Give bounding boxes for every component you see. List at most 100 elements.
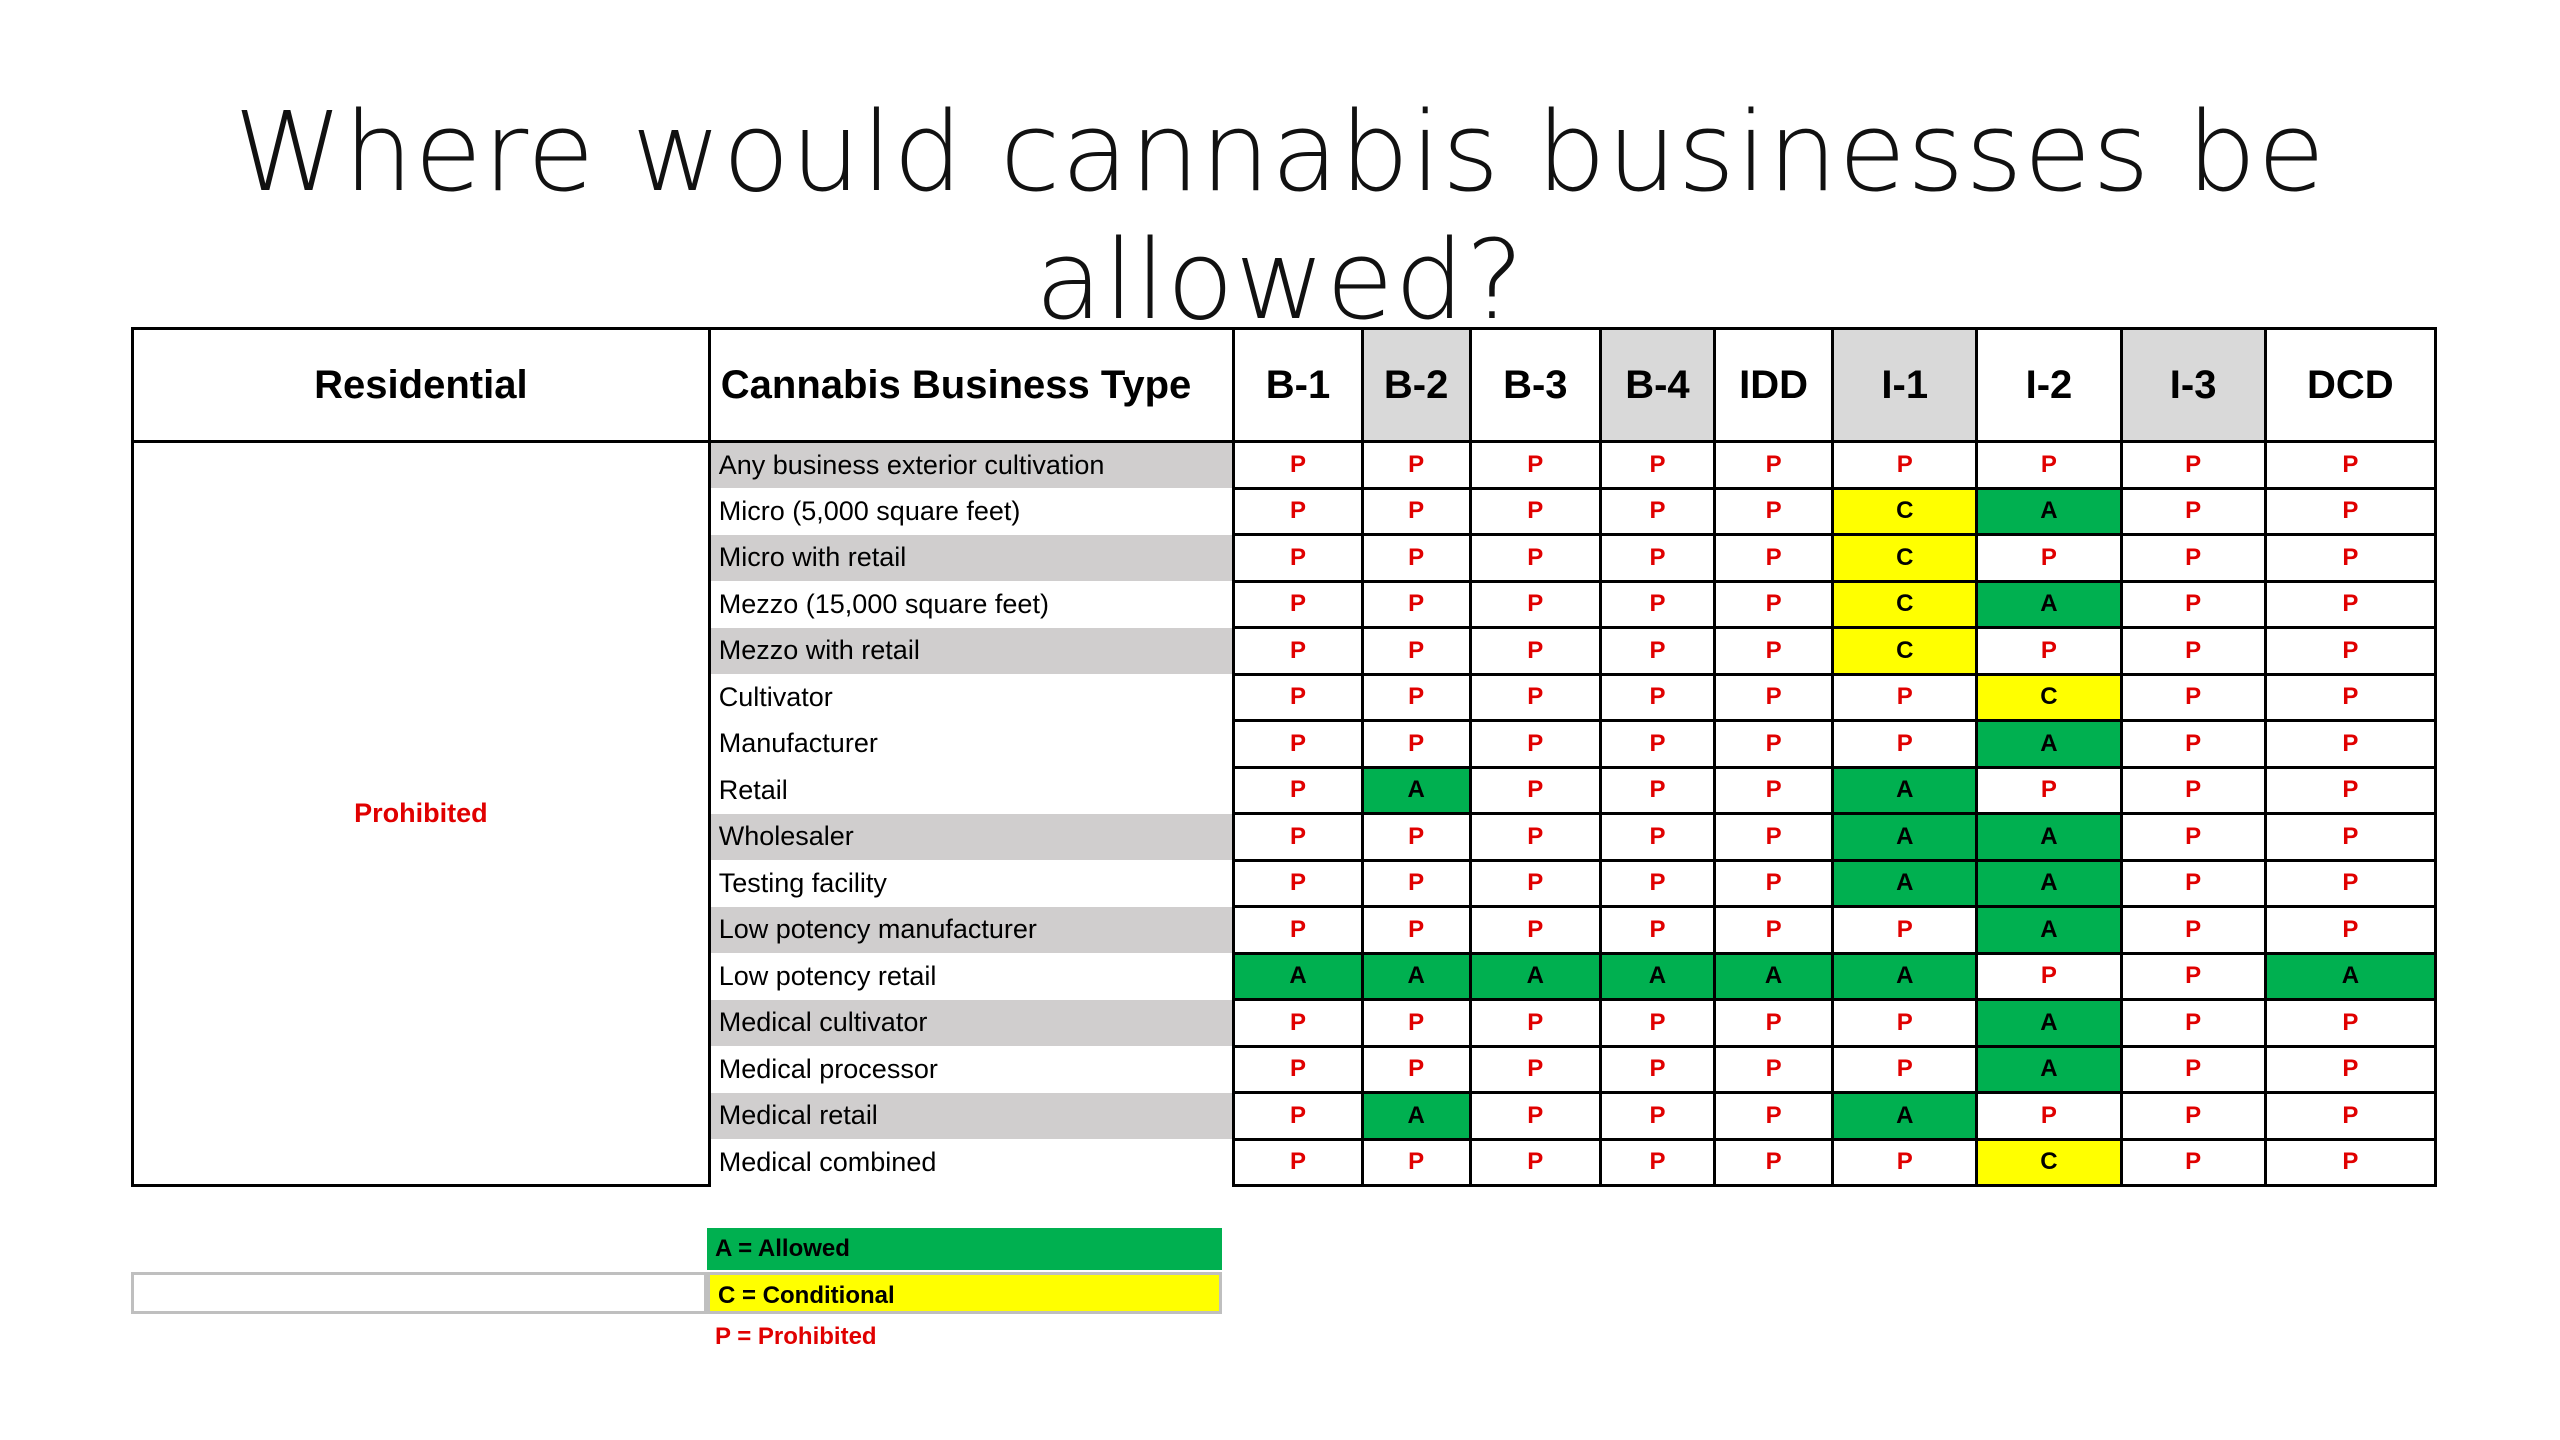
zone-code-cell: P [1360, 998, 1472, 1048]
table-row: Medical combined P P P P P P C P P [133, 1137, 2438, 1187]
zone-code-cell: P [1468, 719, 1602, 769]
zone-code-cell: P [1232, 672, 1364, 722]
zone-code-cell: A [1360, 765, 1472, 815]
zone-code-cell: P [1598, 812, 1717, 862]
zone-code-cell: P [1232, 1044, 1364, 1094]
zone-code-cell: P [2119, 765, 2267, 815]
zone-code-cell: P [2263, 998, 2438, 1048]
zone-code-cell: A [1975, 858, 2123, 908]
zone-code-cell: P [1468, 672, 1602, 722]
zone-header-i-2: I-2 [1975, 327, 2123, 443]
zone-code-cell: A [1232, 951, 1364, 1001]
zone-code-cell: P [2263, 719, 2438, 769]
zone-code-cell: P [1598, 672, 1717, 722]
zone-code-cell: P [1713, 672, 1835, 722]
zone-code-cell: P [1232, 486, 1364, 536]
zone-code-cell: P [1232, 533, 1364, 583]
zone-code-cell: P [1468, 626, 1602, 676]
zone-code-cell: P [1713, 486, 1835, 536]
table-header-row: Residential Cannabis Business Type B-1 B-… [131, 327, 2438, 443]
zone-code-cell: P [1360, 579, 1472, 629]
zone-code-cell: P [1713, 626, 1835, 676]
table-row: Low potency manufacturer P P P P P P A P P [133, 905, 2438, 955]
zone-code-cell: P [1232, 812, 1364, 862]
zone-code-cell: A [1468, 951, 1602, 1001]
business-type-cell: Low potency retail [707, 953, 1236, 1000]
zone-code-cell: P [2119, 719, 2267, 769]
zone-code-cell: P [2119, 440, 2267, 490]
zone-code-cell: P [1232, 765, 1364, 815]
zone-code-cell: A [1713, 951, 1835, 1001]
table-row: Medical retail P A P P P A P P P [133, 1091, 2438, 1141]
zone-code-cell: A [1831, 951, 1979, 1001]
zone-code-cell: A [1831, 858, 1979, 908]
zoning-table: Residential Cannabis Business Type B-1 B-… [131, 327, 2438, 1187]
zone-code-cell: A [1975, 1044, 2123, 1094]
business-type-cell: Mezzo with retail [707, 627, 1236, 674]
zone-code-cell: A [1831, 1091, 1979, 1141]
zone-code-cell: P [1713, 812, 1835, 862]
zone-code-cell: A [1975, 719, 2123, 769]
zone-code-cell: P [1975, 533, 2123, 583]
zone-code-cell: P [1360, 812, 1472, 862]
zone-code-cell: A [1360, 951, 1472, 1001]
zone-code-cell: P [2119, 486, 2267, 536]
zone-code-cell: P [2119, 672, 2267, 722]
table-row: Medical cultivator P P P P P P A P P [133, 998, 2438, 1048]
business-type-cell: Medical retail [707, 1092, 1236, 1139]
zone-code-cell: P [2263, 1044, 2438, 1094]
business-type-cell: Mezzo (15,000 square feet) [707, 581, 1236, 628]
table-row: Mezzo with retail P P P P P C P P P [133, 626, 2438, 676]
zone-header-dcd: DCD [2263, 327, 2438, 443]
zone-code-cell: P [1831, 719, 1979, 769]
zone-code-cell: P [1713, 533, 1835, 583]
zone-code-cell: P [2263, 626, 2438, 676]
zone-code-cell: P [1360, 858, 1472, 908]
zone-code-cell: P [1713, 858, 1835, 908]
zone-code-cell: P [1232, 1137, 1364, 1187]
table-row: Manufacturer P P P P P P A P P [133, 719, 2438, 769]
zone-code-cell: P [2119, 858, 2267, 908]
business-type-cell: Retail [707, 767, 1236, 814]
zone-header-b-3: B-3 [1468, 327, 1602, 443]
zone-code-cell: P [1713, 440, 1835, 490]
zone-code-cell: P [2263, 765, 2438, 815]
zone-code-cell: P [2119, 951, 2267, 1001]
zone-code-cell: P [2263, 858, 2438, 908]
business-type-cell: Wholesaler [707, 813, 1236, 860]
zone-code-cell: P [1468, 440, 1602, 490]
zone-code-cell: P [2119, 905, 2267, 955]
zone-code-cell: C [1831, 626, 1979, 676]
business-type-cell: Cultivator [707, 674, 1236, 721]
zone-code-cell: P [1232, 579, 1364, 629]
zone-code-cell: P [1713, 905, 1835, 955]
legend-allowed: A = Allowed [707, 1228, 1222, 1270]
zone-code-cell: A [1598, 951, 1717, 1001]
zone-code-cell: P [1232, 905, 1364, 955]
residential-status: Prohibited [131, 440, 711, 1187]
zone-code-cell: P [1598, 626, 1717, 676]
zone-code-cell: P [1360, 1137, 1472, 1187]
zone-code-cell: P [2263, 533, 2438, 583]
zone-code-cell: P [2119, 1091, 2267, 1141]
zone-code-cell: P [1360, 1044, 1472, 1094]
zone-code-cell: P [2119, 579, 2267, 629]
zone-code-cell: P [1468, 579, 1602, 629]
zone-code-cell: C [1975, 672, 2123, 722]
zone-code-cell: P [1598, 533, 1717, 583]
zone-code-cell: P [1598, 905, 1717, 955]
zone-code-cell: P [1360, 905, 1472, 955]
zone-code-cell: P [1598, 1044, 1717, 1094]
zone-header-idd: IDD [1713, 327, 1835, 443]
zone-code-cell: P [2263, 812, 2438, 862]
zone-code-cell: P [1232, 998, 1364, 1048]
zone-code-cell: P [1598, 765, 1717, 815]
business-type-cell: Any business exterior cultivation [707, 441, 1236, 488]
zone-code-cell: P [2263, 1137, 2438, 1187]
business-type-header: Cannabis Business Type [707, 327, 1236, 443]
zone-code-cell: P [1831, 905, 1979, 955]
residential-header: Residential [131, 327, 711, 443]
zone-code-cell: P [1975, 626, 2123, 676]
zone-code-cell: P [2119, 626, 2267, 676]
zone-code-cell: A [1975, 905, 2123, 955]
